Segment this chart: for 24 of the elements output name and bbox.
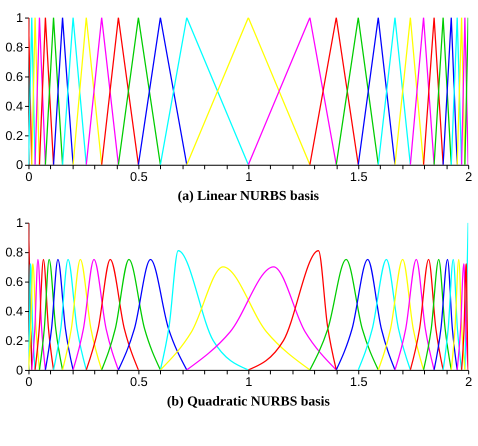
x-tick-label: 1 <box>245 374 252 390</box>
y-tick-label: 0.2 <box>5 332 24 348</box>
y-tick-label: 0.8 <box>5 39 24 54</box>
x-tick-label: 0.5 <box>130 374 148 390</box>
y-tick-label: 0.8 <box>5 244 24 260</box>
x-tick-label: 1.5 <box>350 374 368 390</box>
y-tick-label: 1 <box>16 215 24 230</box>
y-tick-label: 0.2 <box>5 128 24 143</box>
text: (a) Linear NURBS basis <box>178 188 320 204</box>
x-tick-label: 0.5 <box>130 168 148 184</box>
y-tick-label: 1 <box>16 10 24 25</box>
y-tick-label: 0.4 <box>5 303 24 318</box>
x-tick-label: 2 <box>465 374 472 390</box>
y-tick-label: 0.6 <box>5 68 24 84</box>
line-series <box>248 250 337 370</box>
x-tick-label: 1.5 <box>350 168 368 184</box>
y-tick-label: 0 <box>16 362 24 378</box>
text: (b) Quadratic NURBS basis <box>166 393 330 408</box>
y-tick-label: 0.4 <box>5 98 24 114</box>
y-tick-label: 0.6 <box>5 274 24 290</box>
line-series <box>160 250 249 370</box>
x-tick-label: 2 <box>465 168 472 184</box>
y-tick-label: 0 <box>16 157 24 172</box>
x-tick-label: 1 <box>245 168 252 184</box>
